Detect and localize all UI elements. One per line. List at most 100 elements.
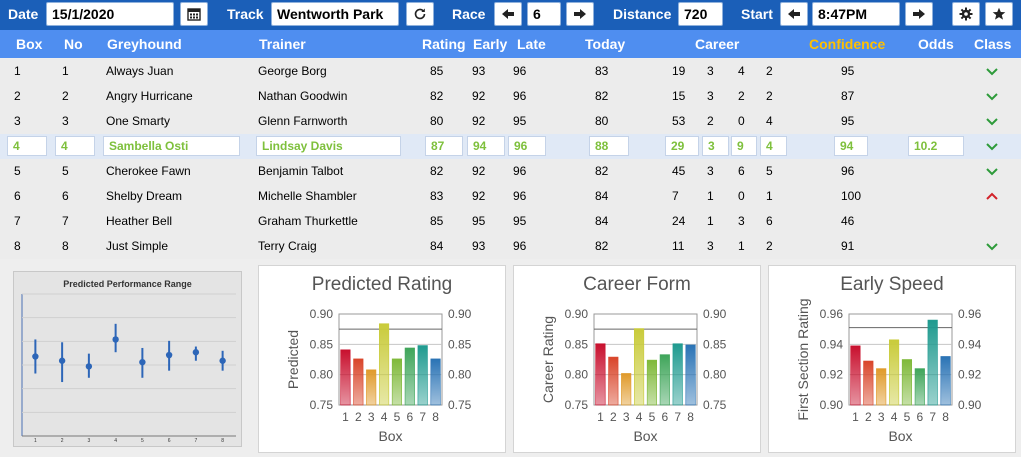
track-field[interactable]: Wentworth Park: [271, 2, 399, 26]
cell-today: 82: [595, 89, 609, 103]
y-tick-label-left: 0.80: [565, 368, 589, 382]
bar[interactable]: [417, 345, 428, 406]
cell-career-thirds[interactable]: 4: [760, 136, 787, 156]
bar[interactable]: [863, 360, 874, 406]
bar[interactable]: [633, 328, 645, 406]
cell-career-starts: 7: [672, 189, 679, 203]
race-prev-button[interactable]: [494, 2, 522, 26]
table-row[interactable]: 4 4 Sambella Osti Lindsay Davis 87 94 96 88 29 3 9…: [0, 134, 1021, 159]
race-next-button[interactable]: [566, 2, 594, 26]
cell-career-starts[interactable]: 29: [665, 136, 699, 156]
cell-rating[interactable]: 87: [425, 136, 463, 156]
race-field[interactable]: 6: [527, 2, 561, 26]
header-late[interactable]: Late: [517, 36, 546, 52]
y-tick-label-right: 0.75: [703, 398, 727, 412]
start-time-field[interactable]: 8:47PM: [812, 2, 900, 26]
cell-today[interactable]: 88: [589, 136, 629, 156]
bar[interactable]: [595, 343, 606, 406]
cell-career-wins[interactable]: 3: [702, 136, 729, 156]
cell-career-wins: 3: [707, 64, 714, 78]
cell-greyhound: Angry Hurricane: [106, 89, 193, 103]
table-row[interactable]: 1 1 Always Juan George Borg 85 93 96 83 19 3 4 2 95: [0, 59, 1021, 84]
bar[interactable]: [621, 373, 632, 406]
bar[interactable]: [659, 354, 670, 406]
header-confidence[interactable]: Confidence: [809, 36, 886, 52]
x-tick-label: 4: [636, 410, 643, 424]
bar[interactable]: [366, 369, 377, 406]
table-row[interactable]: 8 8 Just Simple Terry Craig 84 93 96 82 11 3 1 2 91: [0, 234, 1021, 259]
settings-button[interactable]: [952, 2, 980, 26]
range-point: [165, 351, 173, 359]
header-rating[interactable]: Rating: [422, 36, 466, 52]
start-prev-button[interactable]: [780, 2, 808, 26]
bar[interactable]: [353, 358, 364, 406]
bar[interactable]: [391, 358, 403, 406]
header-no[interactable]: No: [64, 36, 83, 52]
table-row[interactable]: 2 2 Angry Hurricane Nathan Goodwin 82 92 96 82 1…: [0, 84, 1021, 109]
bar[interactable]: [646, 359, 658, 406]
top-toolbar: Date 15/1/2020 Track Wentworth Park Race…: [0, 0, 1021, 30]
bar[interactable]: [888, 339, 900, 406]
x-tick-label: 4: [891, 410, 898, 424]
cell-late[interactable]: 96: [508, 136, 546, 156]
bar[interactable]: [927, 319, 938, 406]
y-tick-label-left: 0.90: [565, 307, 589, 321]
cell-trainer: Terry Craig: [258, 239, 317, 253]
start-next-button[interactable]: [905, 2, 933, 26]
bar[interactable]: [378, 323, 390, 406]
header-today[interactable]: Today: [585, 36, 626, 52]
bar[interactable]: [940, 356, 951, 406]
table-row[interactable]: 7 7 Heather Bell Graham Thurkettle 85 95 95 84 2…: [0, 209, 1021, 234]
bar[interactable]: [672, 343, 683, 406]
cell-career-seconds[interactable]: 9: [731, 136, 757, 156]
bar[interactable]: [404, 347, 415, 406]
y-tick-label-left: 0.92: [820, 368, 844, 382]
refresh-button[interactable]: [406, 2, 434, 26]
bar[interactable]: [608, 356, 619, 406]
cell-career-seconds: 4: [738, 64, 745, 78]
y-axis-title: First Section Rating: [795, 298, 811, 420]
x-axis-title: Box: [378, 428, 402, 444]
header-early[interactable]: Early: [473, 36, 508, 52]
cell-box[interactable]: 4: [7, 136, 47, 156]
cell-career-thirds: 2: [766, 64, 773, 78]
performance-range-thumbnail[interactable]: Predicted Performance Range 1 2 3 4 5 6 7 8: [13, 271, 242, 447]
y-tick-label-right: 0.94: [958, 337, 982, 351]
distance-field[interactable]: 720: [678, 2, 723, 26]
table-row[interactable]: 6 6 Shelby Dream Michelle Shambler 83 92 96 84 7…: [0, 184, 1021, 209]
table-row[interactable]: 5 5 Cherokee Fawn Benjamin Talbot 82 92 96 82 45…: [0, 159, 1021, 184]
calendar-button[interactable]: [180, 2, 208, 26]
bar[interactable]: [850, 345, 861, 406]
header-career[interactable]: Career: [695, 36, 740, 52]
header-box[interactable]: Box: [16, 36, 43, 52]
bar[interactable]: [340, 349, 351, 406]
bar[interactable]: [914, 368, 925, 406]
cell-trainer[interactable]: Lindsay Davis: [256, 136, 401, 156]
header-greyhound[interactable]: Greyhound: [107, 36, 182, 52]
bar[interactable]: [685, 344, 696, 406]
cell-greyhound[interactable]: Sambella Osti: [103, 136, 240, 156]
cell-rating: 82: [430, 164, 444, 178]
cell-early: 93: [472, 64, 486, 78]
x-tick-label: 4: [381, 410, 388, 424]
cell-early[interactable]: 94: [467, 136, 505, 156]
date-field[interactable]: 15/1/2020: [46, 2, 174, 26]
table-row[interactable]: 3 3 One Smarty Glenn Farnworth 80 92 95 80 53 2 0 4…: [0, 109, 1021, 134]
chevron-down-icon: [986, 243, 998, 251]
bar[interactable]: [876, 368, 887, 406]
bar[interactable]: [430, 358, 441, 406]
header-class[interactable]: Class: [974, 36, 1012, 52]
bar[interactable]: [901, 359, 913, 406]
career-form-panel: Career Form 0.90 0.90 0.85 0.85 0.80 0.80 0.75…: [513, 265, 761, 453]
cell-confidence: 96: [841, 164, 855, 178]
favorite-button[interactable]: [985, 2, 1013, 26]
x-tick-label: 2: [610, 410, 617, 424]
header-trainer[interactable]: Trainer: [259, 36, 306, 52]
cell-confidence[interactable]: 94: [834, 136, 868, 156]
cell-confidence: 87: [841, 89, 855, 103]
cell-no[interactable]: 4: [55, 136, 95, 156]
header-odds[interactable]: Odds: [918, 36, 954, 52]
cell-career-seconds: 3: [738, 214, 745, 228]
x-axis-title: Box: [633, 428, 657, 444]
cell-odds[interactable]: 10.2: [908, 136, 964, 156]
